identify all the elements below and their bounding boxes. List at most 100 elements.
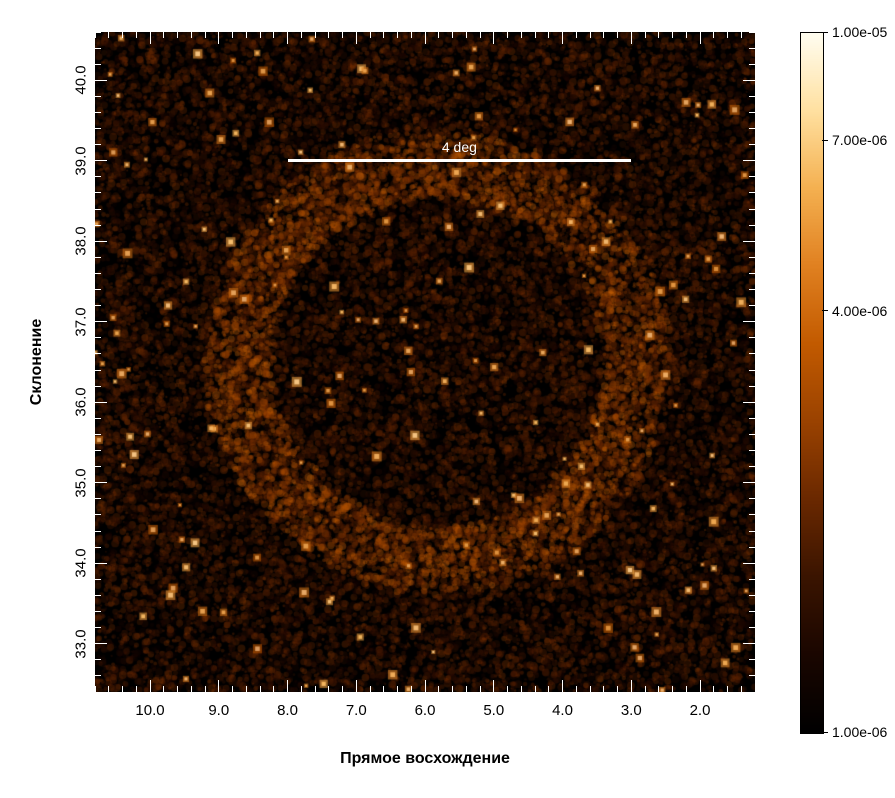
- colorbar-tick-label: 1.00e-05: [832, 24, 887, 40]
- axis-tick: [191, 32, 192, 38]
- axis-tick: [749, 531, 755, 532]
- axis-tick: [727, 686, 728, 692]
- axis-tick: [521, 32, 522, 38]
- axis-tick: [122, 686, 123, 692]
- axis-tick: [383, 686, 384, 692]
- axis-tick: [535, 686, 536, 692]
- axis-tick: [749, 32, 755, 33]
- colorbar: [800, 32, 824, 734]
- axis-tick: [95, 627, 101, 628]
- axis-tick: [370, 32, 371, 38]
- axis-tick: [411, 32, 412, 38]
- axis-tick: [645, 32, 646, 38]
- axis-tick: [749, 353, 755, 354]
- axis-tick: [95, 257, 101, 258]
- axis-tick: [603, 32, 604, 38]
- y-tick-label: 37.0: [73, 307, 90, 336]
- axis-tick: [576, 32, 577, 38]
- axis-tick: [163, 32, 164, 38]
- heatmap-canvas: [95, 32, 755, 692]
- axis-tick: [95, 531, 101, 532]
- x-tick-label: 7.0: [346, 702, 367, 719]
- x-tick-label: 2.0: [690, 702, 711, 719]
- axis-tick: [95, 225, 101, 226]
- x-axis-label: Прямое восхождение: [340, 750, 510, 768]
- axis-tick: [177, 32, 178, 38]
- axis-tick: [150, 32, 151, 44]
- axis-tick: [95, 498, 101, 499]
- axis-tick: [301, 32, 302, 38]
- x-tick-label: 9.0: [208, 702, 229, 719]
- axis-tick: [95, 692, 101, 693]
- x-tick-label: 5.0: [483, 702, 504, 719]
- scale-bar-label: 4 deg: [442, 139, 477, 155]
- axis-tick: [95, 128, 101, 129]
- axis-tick: [672, 32, 673, 38]
- axis-tick: [95, 96, 101, 97]
- axis-tick: [205, 32, 206, 38]
- axis-tick: [95, 370, 101, 371]
- axis-tick: [617, 32, 618, 38]
- axis-tick: [645, 686, 646, 692]
- x-tick-label: 8.0: [277, 702, 298, 719]
- axis-tick: [95, 466, 101, 467]
- axis-tick: [301, 686, 302, 692]
- axis-tick: [232, 32, 233, 38]
- axis-tick: [590, 32, 591, 38]
- axis-tick: [260, 686, 261, 692]
- axis-tick: [356, 32, 357, 44]
- axis-tick: [163, 686, 164, 692]
- axis-tick: [218, 680, 219, 692]
- axis-tick: [743, 402, 755, 403]
- axis-tick: [95, 32, 96, 38]
- axis-tick: [122, 32, 123, 38]
- axis-tick: [743, 482, 755, 483]
- axis-tick: [493, 32, 494, 44]
- axis-tick: [383, 32, 384, 38]
- axis-tick: [397, 32, 398, 38]
- colorbar-tick-label: 4.00e-06: [832, 303, 887, 319]
- axis-tick: [749, 144, 755, 145]
- axis-tick: [700, 680, 701, 692]
- axis-tick: [95, 547, 101, 548]
- axis-tick: [741, 686, 742, 692]
- axis-tick: [452, 686, 453, 692]
- y-tick-label: 34.0: [73, 549, 90, 578]
- axis-tick: [562, 680, 563, 692]
- axis-tick: [749, 579, 755, 580]
- axis-tick: [749, 514, 755, 515]
- axis-tick: [493, 680, 494, 692]
- axis-tick: [749, 611, 755, 612]
- axis-tick: [562, 32, 563, 44]
- axis-tick: [205, 686, 206, 692]
- axis-tick: [749, 547, 755, 548]
- axis-tick: [108, 32, 109, 38]
- axis-tick: [507, 32, 508, 38]
- axis-tick: [95, 611, 101, 612]
- figure-stage: 4 deg Прямое восхождение Склонение 10.09…: [0, 0, 895, 798]
- colorbar-tick-label: 1.00e-06: [832, 724, 887, 740]
- axis-tick: [177, 686, 178, 692]
- axis-tick: [749, 289, 755, 290]
- axis-tick: [743, 563, 755, 564]
- axis-tick: [328, 686, 329, 692]
- axis-tick: [95, 643, 107, 644]
- axis-tick: [95, 144, 101, 145]
- axis-tick: [95, 289, 101, 290]
- axis-tick: [438, 686, 439, 692]
- axis-tick: [95, 482, 107, 483]
- axis-tick: [95, 241, 107, 242]
- axis-tick: [95, 402, 107, 403]
- axis-tick: [749, 209, 755, 210]
- axis-tick: [686, 32, 687, 38]
- axis-tick: [466, 686, 467, 692]
- axis-tick: [743, 241, 755, 242]
- axis-tick: [743, 321, 755, 322]
- axis-tick: [95, 273, 101, 274]
- axis-tick: [658, 32, 659, 38]
- axis-tick: [95, 32, 101, 33]
- axis-tick: [397, 686, 398, 692]
- x-tick-label: 4.0: [552, 702, 573, 719]
- axis-tick: [749, 659, 755, 660]
- y-tick-label: 40.0: [73, 66, 90, 95]
